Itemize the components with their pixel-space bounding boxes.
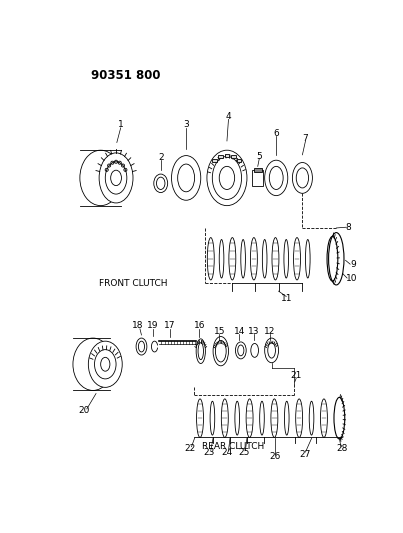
- Text: 16: 16: [193, 321, 205, 330]
- Ellipse shape: [265, 160, 288, 196]
- Ellipse shape: [213, 336, 229, 366]
- Ellipse shape: [80, 150, 121, 206]
- Ellipse shape: [105, 161, 127, 194]
- Ellipse shape: [73, 338, 113, 391]
- Text: 11: 11: [280, 294, 292, 303]
- Text: 10: 10: [346, 273, 357, 282]
- Ellipse shape: [207, 238, 214, 280]
- Text: 21: 21: [291, 372, 302, 381]
- Text: 1: 1: [118, 120, 124, 130]
- Ellipse shape: [238, 345, 244, 356]
- Ellipse shape: [241, 239, 245, 278]
- Ellipse shape: [262, 239, 267, 278]
- Ellipse shape: [293, 238, 301, 280]
- Ellipse shape: [198, 343, 204, 360]
- Ellipse shape: [268, 343, 276, 358]
- Bar: [237, 159, 241, 163]
- Ellipse shape: [111, 170, 121, 185]
- Ellipse shape: [260, 401, 264, 435]
- Text: 24: 24: [221, 448, 233, 457]
- Ellipse shape: [210, 401, 215, 435]
- Text: 23: 23: [204, 448, 215, 457]
- Ellipse shape: [296, 399, 303, 438]
- Ellipse shape: [99, 153, 133, 203]
- Ellipse shape: [196, 339, 206, 364]
- Ellipse shape: [269, 166, 283, 189]
- Ellipse shape: [221, 399, 228, 438]
- Text: 22: 22: [184, 445, 195, 454]
- Ellipse shape: [212, 156, 241, 199]
- Ellipse shape: [305, 239, 310, 278]
- Text: 90351 800: 90351 800: [91, 69, 161, 82]
- Bar: [254, 168, 262, 172]
- Text: 26: 26: [269, 452, 280, 461]
- Ellipse shape: [136, 338, 147, 355]
- Text: FRONT CLUTCH: FRONT CLUTCH: [99, 279, 168, 288]
- Bar: [224, 154, 229, 157]
- Ellipse shape: [178, 164, 195, 192]
- Ellipse shape: [101, 357, 110, 371]
- Ellipse shape: [271, 399, 278, 438]
- Text: 6: 6: [273, 129, 279, 138]
- Ellipse shape: [138, 341, 145, 352]
- Text: 25: 25: [238, 448, 249, 457]
- Ellipse shape: [235, 342, 246, 359]
- Ellipse shape: [219, 239, 224, 278]
- Text: 7: 7: [303, 134, 308, 143]
- Ellipse shape: [215, 341, 226, 362]
- Ellipse shape: [197, 399, 204, 438]
- Ellipse shape: [219, 166, 235, 189]
- Ellipse shape: [296, 168, 309, 188]
- Ellipse shape: [235, 401, 239, 435]
- Bar: [231, 156, 236, 158]
- Ellipse shape: [265, 338, 278, 363]
- Text: 17: 17: [164, 321, 176, 330]
- Ellipse shape: [327, 237, 338, 281]
- Ellipse shape: [94, 350, 116, 379]
- Ellipse shape: [320, 399, 327, 438]
- Bar: [252, 170, 263, 185]
- Text: 4: 4: [226, 112, 231, 121]
- Text: 19: 19: [147, 321, 159, 330]
- Bar: [212, 159, 217, 163]
- Text: 12: 12: [264, 327, 276, 336]
- Text: 18: 18: [132, 321, 143, 330]
- Ellipse shape: [172, 156, 201, 200]
- Text: 14: 14: [234, 327, 245, 336]
- Ellipse shape: [293, 163, 312, 193]
- Ellipse shape: [88, 341, 122, 387]
- Text: 27: 27: [300, 450, 311, 459]
- Ellipse shape: [246, 399, 253, 438]
- Ellipse shape: [309, 401, 314, 435]
- Text: 5: 5: [256, 152, 262, 161]
- Text: 13: 13: [248, 327, 260, 336]
- Ellipse shape: [334, 398, 345, 439]
- Text: REAR CLUTCH: REAR CLUTCH: [202, 442, 264, 451]
- Text: 8: 8: [345, 223, 351, 232]
- Text: 9: 9: [350, 260, 356, 269]
- Text: 15: 15: [214, 327, 225, 336]
- Text: 28: 28: [337, 445, 348, 454]
- Ellipse shape: [285, 401, 289, 435]
- Ellipse shape: [251, 343, 258, 357]
- Ellipse shape: [272, 238, 279, 280]
- Ellipse shape: [284, 239, 289, 278]
- Ellipse shape: [229, 238, 236, 280]
- Ellipse shape: [250, 238, 258, 280]
- Text: 2: 2: [158, 154, 164, 163]
- Text: 20: 20: [78, 406, 89, 415]
- Text: 3: 3: [183, 120, 189, 130]
- Ellipse shape: [207, 150, 247, 206]
- Bar: [218, 156, 223, 158]
